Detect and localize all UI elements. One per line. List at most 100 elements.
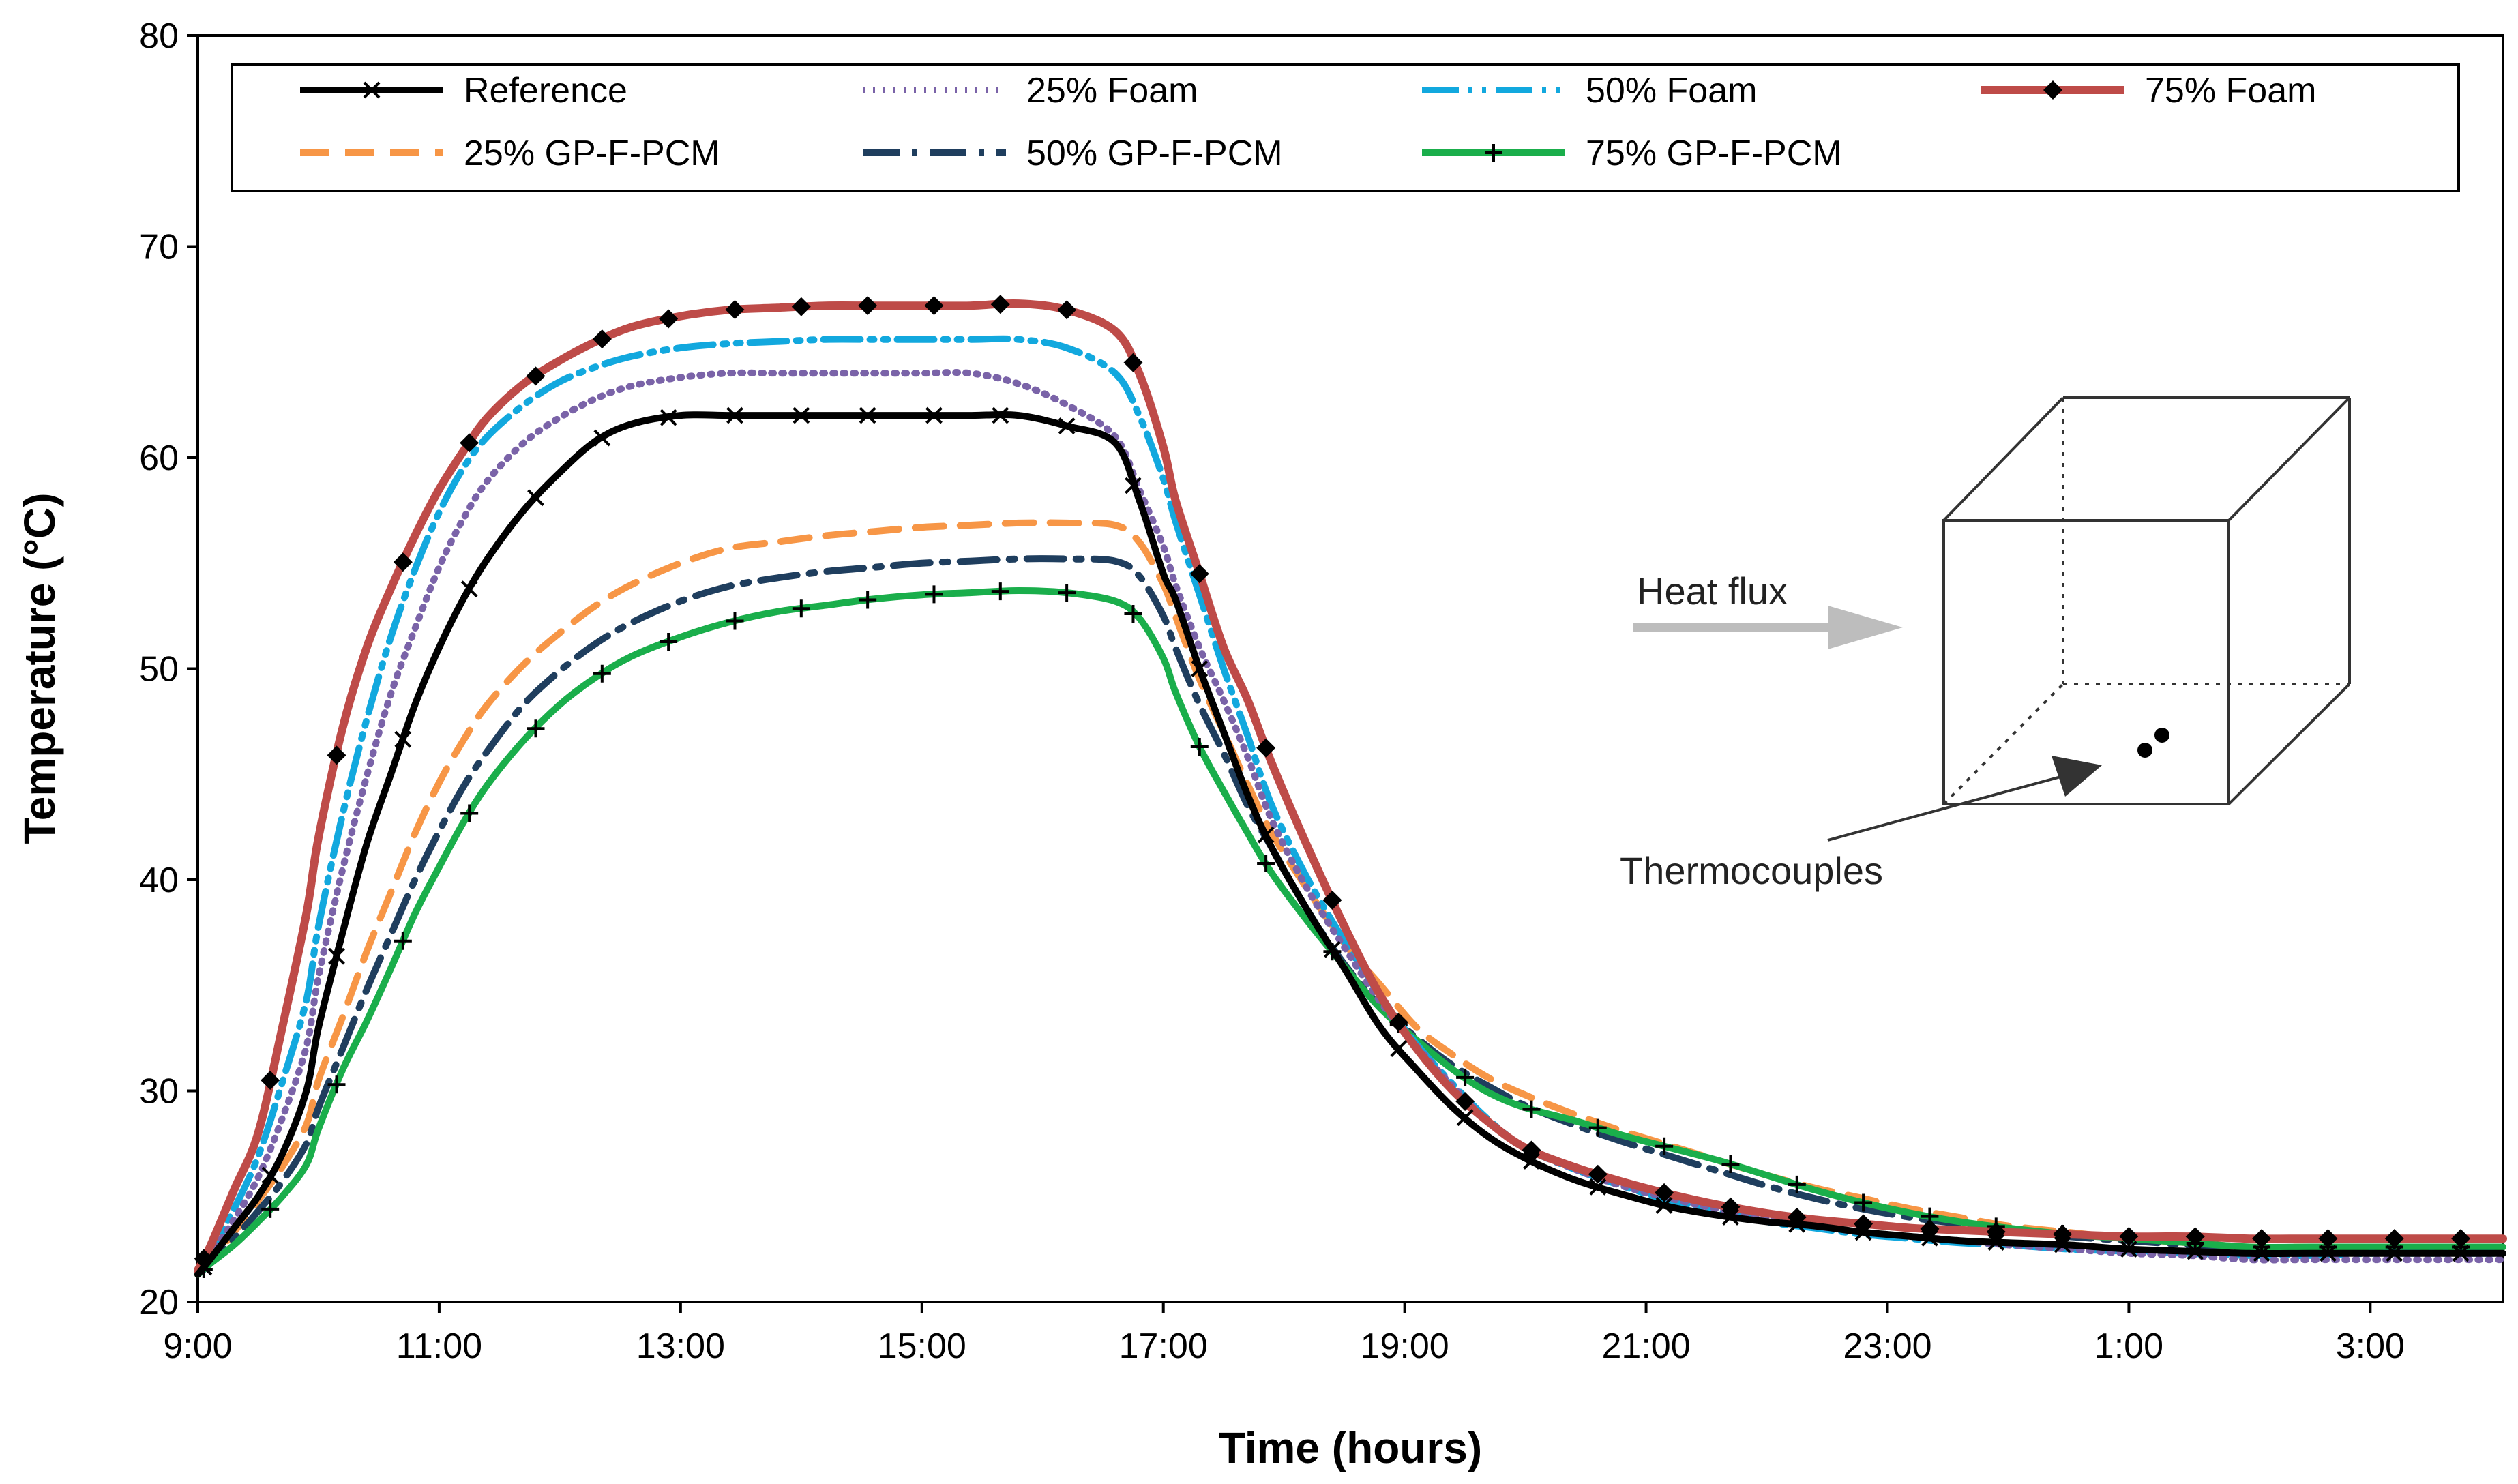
series-75-foam-marker (2451, 1229, 2471, 1249)
series-reference-marker (992, 406, 1009, 424)
series-50-foam (194, 335, 2506, 1276)
heat-flux-label: Heat flux (1637, 569, 1788, 612)
series-75-foam-marker (1057, 300, 1077, 320)
x-tick-label: 17:00 (1119, 1326, 1208, 1366)
series-75-foam-marker (1123, 353, 1143, 372)
legend-25-gp-f-pcm-label: 25% GP-F-PCM (464, 134, 720, 173)
y-tick-label: 60 (139, 439, 179, 478)
series-75-gp-f-pcm-marker (1190, 738, 1209, 756)
y-axis-title: Temperature (°C) (15, 492, 64, 844)
series-reference-marker (1523, 1152, 1540, 1170)
series-75-gp-f-pcm-marker (1788, 1175, 1806, 1193)
legend-25-foam: 25% Foam (863, 71, 1198, 110)
series-75-foam-marker (1256, 738, 1276, 758)
series-75-foam-marker (1389, 1012, 1408, 1032)
series-reference-marker (1456, 1109, 1474, 1127)
series-75-gp-f-pcm-marker (792, 599, 810, 618)
series-75-foam-marker (1455, 1091, 1475, 1111)
series-reference-marker (1854, 1223, 1872, 1241)
cube-top-left-edge (1942, 396, 2064, 522)
series-reference-marker (2319, 1245, 2337, 1262)
series-75-foam-marker (2185, 1227, 2205, 1247)
cube-top-right-edge (2227, 396, 2351, 522)
series-75-foam-marker (858, 296, 878, 316)
series-50-gp-f-pcm-line (194, 555, 2506, 1278)
legend-reference: Reference (300, 71, 627, 110)
x-tick-label: 15:00 (878, 1326, 966, 1366)
x-tick-label: 1:00 (2094, 1326, 2163, 1366)
series-75-gp-f-pcm-marker (527, 719, 545, 738)
series-reference-marker (460, 580, 478, 598)
series-75-foam-marker (1322, 890, 1342, 910)
series-75-gp-f-pcm-marker (593, 664, 611, 683)
legend-75-foam: 75% Foam (1981, 71, 2316, 110)
legend-reference-label: Reference (464, 71, 627, 110)
legend-75-gp-f-pcm-marker (1485, 144, 1502, 162)
series-reference-marker (1921, 1229, 1938, 1247)
series-75-foam-marker (1189, 564, 1209, 584)
series-reference-marker (660, 409, 677, 426)
series-reference-marker (1257, 826, 1275, 844)
series-reference-marker (1191, 660, 1209, 677)
series-75-foam-marker (2318, 1229, 2338, 1249)
series-reference-marker (2120, 1241, 2137, 1258)
series-75-foam-marker (1588, 1164, 1608, 1184)
series-75-foam-marker (924, 296, 944, 316)
cube-front-face (1942, 519, 2230, 805)
series-75-foam-marker (2384, 1229, 2404, 1249)
thermocouples-pointer-head (2052, 756, 2102, 797)
legend-25-foam-label: 25% Foam (1026, 71, 1198, 110)
series-layer (194, 295, 2507, 1279)
x-tick-label: 11:00 (396, 1326, 482, 1366)
series-25-gp-f-pcm-line (194, 519, 2506, 1278)
series-reference-marker (1788, 1215, 1806, 1233)
series-reference-marker (328, 947, 345, 965)
y-tick-label: 30 (139, 1072, 179, 1112)
series-reference-marker (1324, 940, 1341, 958)
legend-75-foam-label: 75% Foam (2145, 71, 2316, 110)
legend-50-gp-f-pcm-label: 50% GP-F-PCM (1026, 134, 1283, 173)
series-reference-marker (1589, 1178, 1607, 1196)
series-reference-marker (1655, 1196, 1673, 1214)
series-50-foam-line (194, 335, 2506, 1276)
series-reference-marker (2253, 1245, 2270, 1262)
series-75-gp-f-pcm-marker (394, 932, 412, 950)
series-50-gp-f-pcm (194, 555, 2506, 1278)
thermocouple-dot (2137, 743, 2152, 758)
y-tick-label: 70 (139, 228, 179, 267)
series-75-gp-f-pcm-marker (1058, 584, 1076, 602)
series-75-foam-marker (393, 552, 413, 572)
series-75-foam-marker (526, 366, 546, 386)
series-75-gp-f-pcm-marker (1124, 605, 1142, 623)
cube-drawing (1942, 396, 2351, 805)
series-75-foam-marker (659, 309, 679, 329)
y-tick-label: 20 (139, 1283, 179, 1322)
thermocouple-dot (2154, 728, 2169, 743)
series-reference-marker (1390, 1040, 1408, 1058)
legend-25-gp-f-pcm: 25% GP-F-PCM (300, 134, 720, 173)
series-75-foam (194, 295, 2507, 1275)
y-tick-label: 80 (139, 16, 179, 56)
legend-reference-marker (363, 81, 381, 99)
series-75-gp-f-pcm-marker (859, 591, 877, 609)
series-75-gp-f-pcm-marker (991, 582, 1009, 601)
x-tick-label: 19:00 (1361, 1326, 1449, 1366)
cube-hidden-bottom-left (1942, 683, 2064, 805)
series-25-foam (194, 369, 2506, 1276)
series-reference-marker (793, 406, 810, 424)
x-axis-title: Time (hours) (1219, 1423, 1482, 1472)
series-reference-marker (2386, 1245, 2403, 1262)
legend: Reference 25% Foam 50% Foam 75% Foam 25% GP-… (231, 63, 2460, 192)
series-reference-marker (593, 429, 611, 447)
series-75-gp-f-pcm-line (194, 587, 2506, 1278)
series-75-gp-f-pcm-marker (660, 633, 678, 651)
series-75-gp-f-pcm-marker (726, 612, 744, 630)
plot-frame (196, 34, 2504, 1303)
legend-box (231, 63, 2460, 192)
series-reference-marker (726, 406, 743, 424)
legend-75-gp-f-pcm: 75% GP-F-PCM (1422, 134, 1842, 173)
series-reference-marker (195, 1258, 213, 1276)
series-75-gp-f-pcm-marker (460, 804, 479, 822)
series-25-foam-line (194, 369, 2506, 1276)
